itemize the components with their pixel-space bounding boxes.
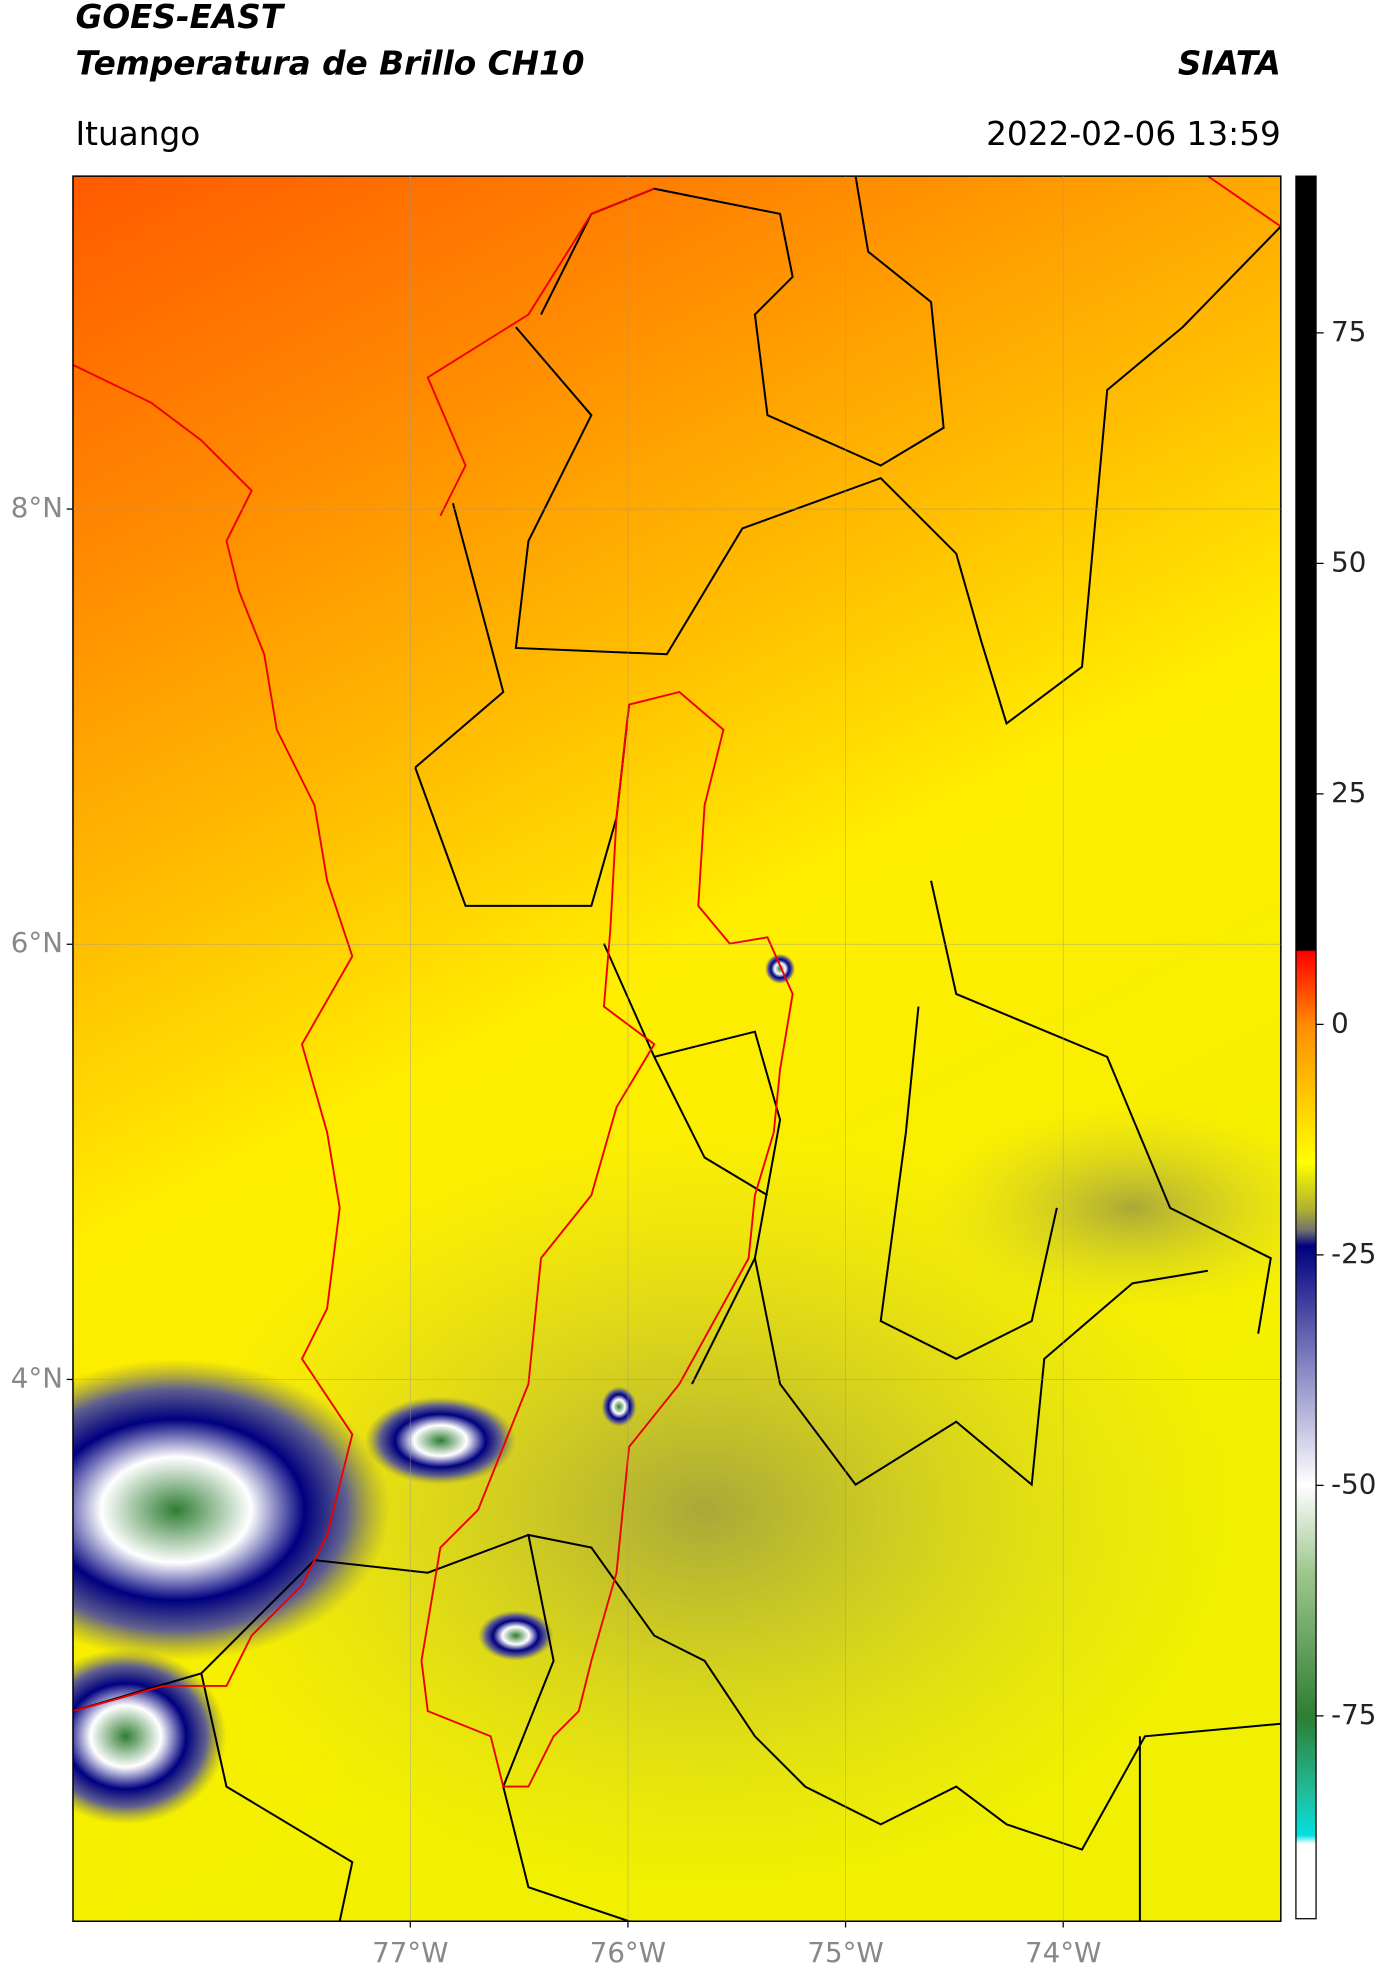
datetime: 2022-02-06 13:59 (986, 115, 1281, 153)
colorbar-tick-label: 50 (1331, 545, 1366, 578)
subtitle: Temperatura de Brillo CH10 (75, 44, 584, 82)
cold-cloud (601, 1386, 637, 1427)
colorbar (1295, 175, 1317, 1920)
cold-cloud (72, 1358, 390, 1661)
x-tick-label: 75°W (807, 1936, 883, 1969)
x-tick-label: 77°W (372, 1936, 448, 1969)
colorbar-tick-label: 75 (1331, 315, 1366, 348)
cloud-haze (176, 1132, 1234, 1888)
y-tick-label: 6°N (11, 926, 63, 959)
y-tick-label: 8°N (11, 491, 63, 524)
colorbar-tick-label: 25 (1331, 776, 1366, 809)
source: SIATA (1178, 44, 1281, 82)
title: GOES-EAST (75, 0, 285, 36)
colorbar-tick-label: -75 (1331, 1698, 1376, 1731)
colorbar-tick-label: -25 (1331, 1237, 1376, 1270)
location: Ituango (75, 115, 200, 153)
cold-cloud (764, 953, 796, 984)
cold-cloud (478, 1610, 554, 1661)
x-tick-label: 76°W (590, 1936, 666, 1969)
y-tick-label: 4°N (11, 1361, 63, 1394)
colorbar-tick-label: -50 (1331, 1467, 1376, 1500)
colorbar-tick-label: 0 (1331, 1006, 1349, 1039)
map-frame (72, 175, 1282, 1922)
cloud-haze (931, 1107, 1281, 1309)
map (72, 176, 1281, 1922)
cold-cloud (72, 1648, 227, 1825)
x-tick-label: 74°W (1025, 1936, 1101, 1969)
cold-cloud (364, 1396, 516, 1485)
